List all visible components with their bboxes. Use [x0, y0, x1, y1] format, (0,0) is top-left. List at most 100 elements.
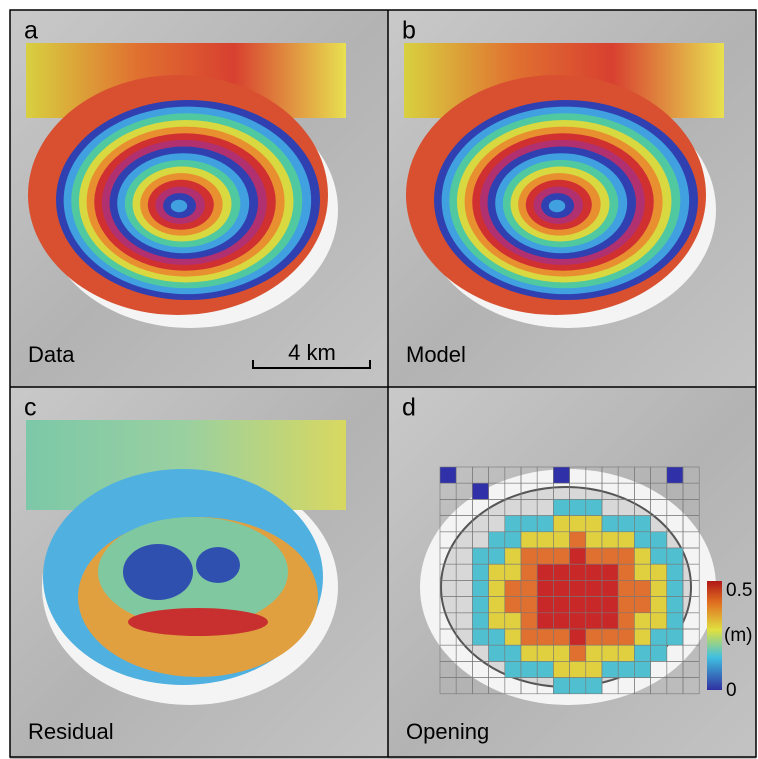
grid-cell — [617, 563, 635, 581]
panel-letter: d — [402, 394, 416, 422]
grid-cell — [650, 547, 668, 565]
residual-low — [123, 544, 193, 600]
grid-cell — [504, 628, 522, 646]
grid-cell — [504, 644, 522, 662]
grid-cell — [585, 628, 603, 646]
grid-cell — [553, 677, 570, 695]
grid-cell — [472, 547, 489, 565]
grid-cell — [569, 612, 587, 630]
colorbar — [707, 581, 722, 690]
grid-cell — [569, 531, 587, 549]
grid-cell — [666, 580, 684, 597]
grid-cell — [650, 628, 668, 646]
grid-cell — [553, 644, 570, 662]
grid-cell — [569, 563, 587, 581]
grid-cell — [553, 580, 570, 597]
grid-cell — [536, 612, 554, 630]
grid-cell — [504, 580, 522, 597]
grid-cell — [488, 612, 506, 630]
grid-cell — [536, 515, 554, 533]
grid-cell — [553, 661, 570, 678]
grid-cell — [601, 580, 619, 597]
grid-cell — [634, 628, 651, 646]
grid-cell — [536, 628, 554, 646]
grid-cell — [569, 677, 587, 695]
grid-cell — [650, 563, 668, 581]
grid-cell — [585, 612, 603, 630]
grid-cell — [504, 661, 522, 678]
grid-cell — [634, 661, 651, 678]
grid-cell — [585, 499, 603, 516]
grid-cell — [536, 547, 554, 565]
grid-cell — [520, 628, 538, 646]
panel: c Residual — [10, 387, 388, 759]
colorbar-min: 0 — [726, 680, 737, 701]
grid-cell — [585, 515, 603, 533]
grid-cell — [504, 515, 522, 533]
panel-label: Residual — [28, 719, 114, 744]
grid-cell — [569, 499, 587, 516]
grid-cell — [472, 563, 489, 581]
grid-cell — [488, 628, 506, 646]
grid-cell — [650, 596, 668, 614]
grid-cell — [634, 644, 651, 662]
panels: a Data b Model c Residual d Opening — [10, 10, 756, 759]
colorbar-unit: (m) — [724, 625, 752, 646]
grid-cell — [536, 580, 554, 597]
scale-bar — [252, 360, 371, 369]
grid-cell — [617, 644, 635, 662]
grid-cell — [553, 499, 570, 516]
grid-cell — [553, 531, 570, 549]
grid-cell — [569, 644, 587, 662]
grid-cell — [666, 563, 684, 581]
grid-cell — [488, 531, 506, 549]
grid-cell — [634, 563, 651, 581]
panel: a Data — [10, 10, 388, 387]
grid-cell — [617, 596, 635, 614]
grid-cell — [634, 531, 651, 549]
grid-cell — [439, 466, 457, 484]
grid-cell — [585, 580, 603, 597]
grid-cell — [617, 531, 635, 549]
grid-cell — [601, 661, 619, 678]
grid-cell — [520, 644, 538, 662]
grid-cell — [617, 628, 635, 646]
grid-cell — [536, 563, 554, 581]
panel: d Opening — [388, 387, 756, 759]
grid-cell — [666, 612, 684, 630]
grid-cell — [601, 628, 619, 646]
grid-cell — [504, 547, 522, 565]
grid-cell — [553, 628, 570, 646]
grid-cell — [472, 482, 489, 500]
grid-cell — [520, 563, 538, 581]
grid-cell — [488, 644, 506, 662]
grid-cell — [601, 612, 619, 630]
grid-cell — [553, 547, 570, 565]
grid-cell — [488, 596, 506, 614]
grid-cell — [504, 563, 522, 581]
panel-label: Model — [406, 342, 466, 367]
grid-cell — [488, 563, 506, 581]
grid-cell — [585, 563, 603, 581]
grid-cell — [569, 596, 587, 614]
panel-letter: a — [24, 17, 38, 45]
grid-cell — [536, 531, 554, 549]
grid-cell — [650, 644, 668, 662]
grid-cell — [553, 612, 570, 630]
grid-cell — [536, 596, 554, 614]
grid-cell — [569, 515, 587, 533]
grid-cell — [553, 596, 570, 614]
grid-cell — [666, 628, 684, 646]
grid-cell — [569, 580, 587, 597]
grid-cell — [472, 580, 489, 597]
grid-cell — [634, 596, 651, 614]
grid-cell — [520, 531, 538, 549]
grid-cell — [666, 466, 684, 484]
grid-cell — [472, 612, 489, 630]
fringe — [170, 199, 188, 213]
grid-cell — [504, 531, 522, 549]
residual-low — [196, 547, 240, 583]
grid-cell — [472, 628, 489, 646]
panel-label: Opening — [406, 719, 489, 744]
